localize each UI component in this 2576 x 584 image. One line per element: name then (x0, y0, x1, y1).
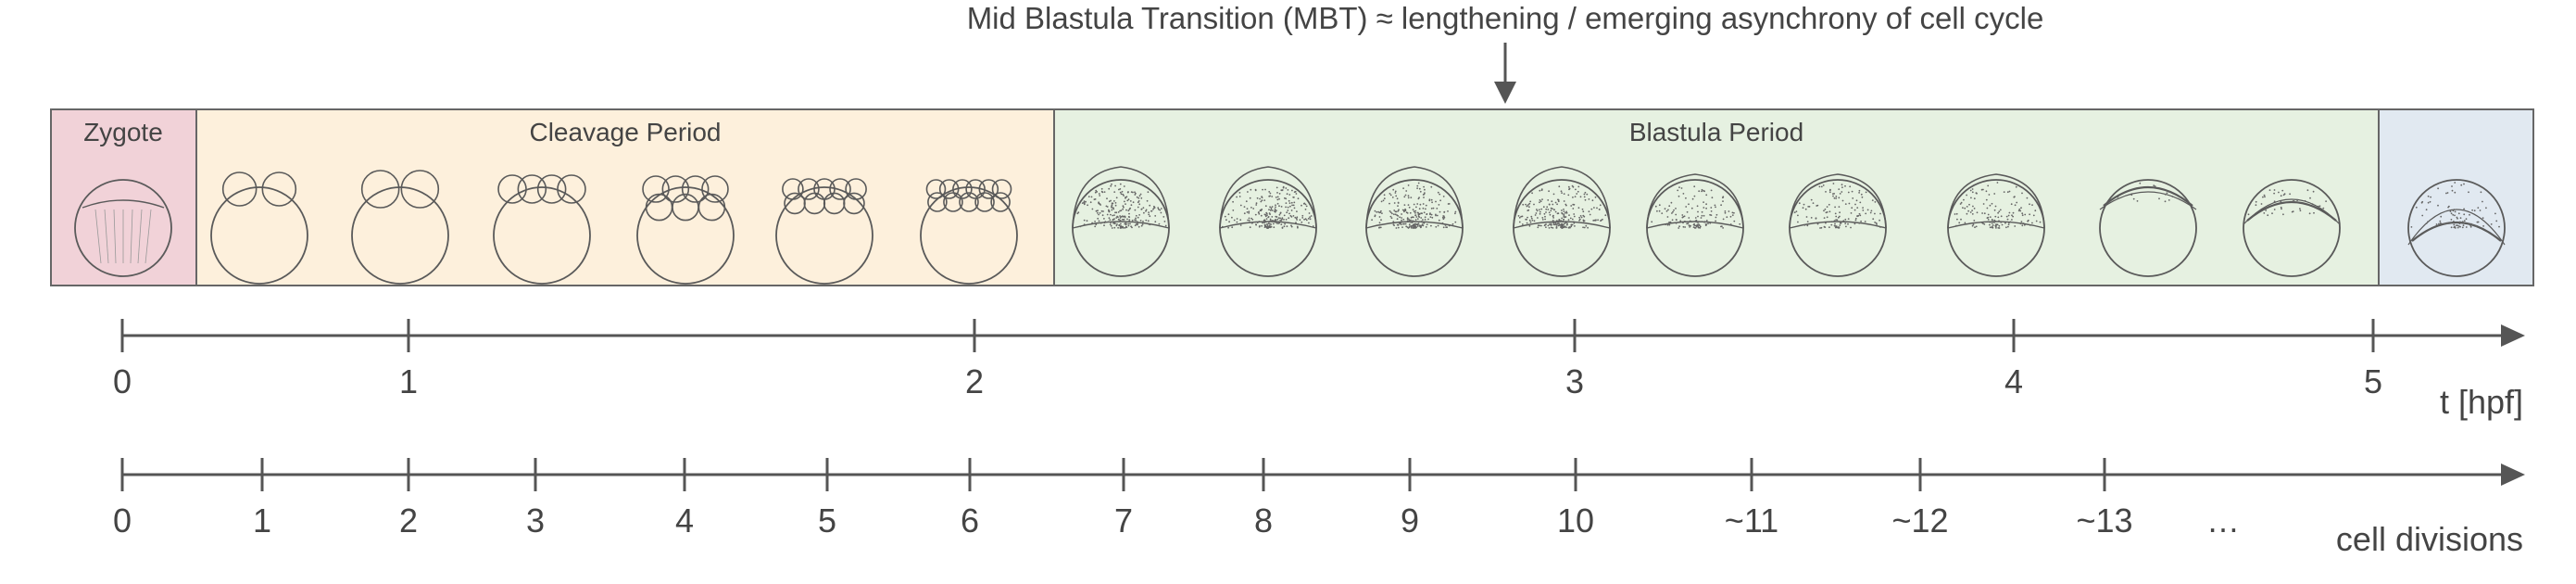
time-tick-label: 0 (113, 362, 132, 400)
division-tick-label: 8 (1254, 501, 1273, 540)
time-tick-label: 5 (2364, 362, 2382, 400)
mbt-arrow-head (1494, 82, 1516, 104)
time-axis-arrowhead (2501, 324, 2525, 347)
division-axis-unit-label: cell divisions (2336, 520, 2523, 558)
time-axis: 0 1 2 3 4 5 t [hpf] (113, 319, 2525, 421)
mbt-label: Mid Blastula Transition (MBT) ≈ lengthen… (967, 1, 2044, 35)
division-axis-arrowhead (2501, 463, 2525, 486)
time-axis-unit-label: t [hpf] (2440, 383, 2523, 421)
division-axis: 0 1 2 3 4 5 6 7 8 9 10 ~11 ~12 ~13 … cell divisions (113, 458, 2525, 558)
division-tick-label: 10 (1557, 501, 1594, 540)
division-tick-label: 0 (113, 501, 132, 540)
division-tick-label: 2 (399, 501, 418, 540)
blastula-period-label: Blastula Period (1629, 118, 1803, 146)
division-tick-label: 9 (1401, 501, 1419, 540)
division-tick-ellipsis: … (2206, 501, 2240, 540)
division-tick-label: ~13 (2076, 501, 2132, 540)
division-tick-label: 6 (961, 501, 979, 540)
time-tick-label: 2 (965, 362, 984, 400)
division-tick-label: 4 (675, 501, 694, 540)
division-tick-label: 5 (818, 501, 836, 540)
zygote-period-label: Zygote (83, 118, 163, 146)
gastrula-period-box (2379, 109, 2533, 286)
division-tick-label: 7 (1114, 501, 1133, 540)
division-tick-label: 1 (253, 501, 271, 540)
time-tick-label: 3 (1565, 362, 1584, 400)
division-tick-label: ~11 (1725, 501, 1778, 540)
time-tick-label: 4 (2004, 362, 2023, 400)
cleavage-period-label: Cleavage Period (529, 118, 721, 146)
division-tick-label: ~12 (1891, 501, 1948, 540)
time-tick-label: 1 (399, 362, 418, 400)
period-bar: Zygote Cleavage Period Blastula Period (51, 109, 2533, 286)
division-tick-label: 3 (526, 501, 545, 540)
